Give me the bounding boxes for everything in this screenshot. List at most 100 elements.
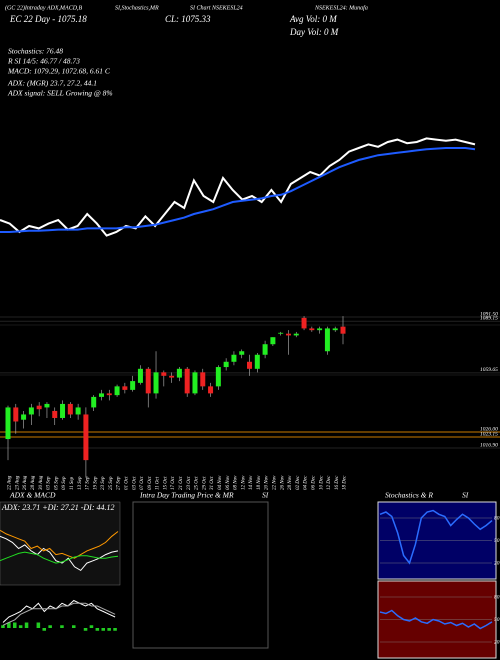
date-label: 23 Sep	[101, 476, 106, 490]
candle-body	[301, 317, 307, 329]
date-label: 19 Sep	[93, 476, 98, 490]
candle-body	[324, 328, 330, 352]
date-label: 09 Sep	[62, 476, 67, 490]
date-label: 04 Dec	[304, 475, 309, 490]
header-text: (GC 22)Intraday ADX,MACD,B	[5, 4, 83, 11]
candle-body	[208, 386, 214, 394]
price-label: 1026.00	[480, 426, 498, 432]
date-label: 26 Aug	[23, 475, 28, 490]
candle-body	[161, 372, 167, 376]
candle-body	[137, 368, 143, 383]
candle-body	[75, 407, 81, 415]
y-tick-label: 20	[494, 639, 500, 645]
series-line	[0, 535, 119, 572]
candle-body	[122, 386, 128, 390]
date-label: 12 Dec	[327, 475, 332, 490]
date-label: 06 Dec	[311, 475, 316, 490]
candle-body	[223, 361, 229, 368]
candle-body	[317, 328, 323, 331]
series-line	[0, 551, 119, 564]
histogram-bar	[83, 628, 88, 631]
histogram-bar	[12, 622, 17, 628]
header-text: NSEKESL24: Munafa	[314, 4, 368, 11]
series-line	[2, 602, 116, 626]
candle-body	[285, 333, 291, 336]
date-label: 09 Oct	[148, 476, 153, 490]
date-label: 23 Aug	[15, 475, 20, 490]
date-label: 11 Sep	[70, 476, 75, 490]
histogram-bar	[101, 628, 106, 631]
price-label: 1016.90	[480, 442, 498, 448]
histogram-bar	[7, 622, 11, 628]
series-line	[0, 147, 476, 233]
candle-body	[293, 333, 299, 336]
date-label: 17 Oct	[171, 476, 176, 490]
date-label: 25 Oct	[195, 476, 200, 490]
close-price: CL: 1075.33	[165, 14, 211, 24]
candle-body	[169, 375, 175, 378]
day-vol: Day Vol: 0 M	[289, 27, 339, 37]
day-price: EC 22 Day - 1075.18	[9, 14, 87, 24]
candle-body	[52, 410, 58, 418]
date-label: 25 Sep	[109, 476, 114, 490]
date-label: 30 Aug	[39, 475, 44, 490]
date-label: 23 Oct	[187, 476, 192, 490]
candle-body	[114, 386, 120, 396]
date-label: 14 Nov	[249, 475, 254, 490]
panel-title: ADX & MACD	[9, 491, 56, 500]
candle-body	[262, 344, 268, 355]
price-label: 1059.65	[480, 367, 498, 373]
date-label: 31 Oct	[210, 476, 215, 490]
date-label: 03 Oct	[132, 476, 137, 490]
histogram-bar	[36, 622, 41, 628]
date-label: 28 Nov	[288, 475, 293, 490]
candle-body	[145, 368, 151, 394]
candle-body	[247, 361, 253, 369]
candle-body	[13, 407, 19, 422]
candle-body	[184, 368, 190, 394]
candle-body	[60, 403, 66, 418]
y-tick-label: 20	[494, 560, 500, 566]
date-label: 04 Nov	[218, 475, 223, 490]
intraday-panel	[132, 501, 269, 649]
series-line	[2, 599, 116, 623]
indicator: ADX: (MGR) 23.7, 27.2, 44.1	[7, 79, 97, 88]
candle-body	[200, 372, 206, 387]
series-line	[379, 609, 493, 630]
date-label: 27 Sep	[117, 476, 122, 490]
candle-body	[83, 414, 89, 461]
date-label: 28 Aug	[31, 475, 36, 490]
date-label: 07 Oct	[140, 476, 145, 490]
date-label: 08 Nov	[234, 475, 239, 490]
date-label: 22 Aug	[8, 475, 13, 490]
candle-body	[192, 372, 198, 394]
histogram-bar	[107, 628, 111, 631]
panel-title: Intra Day Trading Price & MR	[139, 491, 234, 500]
candle-body	[153, 372, 159, 394]
candle-body	[278, 332, 284, 334]
histogram-bar	[95, 628, 100, 631]
candle-body	[239, 351, 245, 355]
panel	[0, 501, 121, 586]
candle-body	[91, 396, 97, 408]
date-label: 03 Sep	[47, 476, 52, 490]
date-label: 02 Dec	[296, 475, 301, 490]
candle-body	[67, 403, 73, 415]
candle-body	[21, 414, 27, 420]
candle-body	[309, 328, 315, 331]
histogram-bar	[42, 628, 47, 631]
histogram-bar	[18, 625, 23, 628]
date-label: 12 Nov	[241, 475, 246, 490]
histogram-bar	[1, 625, 5, 628]
candle-body	[332, 328, 338, 331]
avg-vol: Avg Vol: 0 M	[289, 14, 337, 24]
histogram-bar	[60, 625, 64, 628]
candle-body	[254, 354, 260, 369]
date-label: 16 Dec	[335, 475, 340, 490]
price-label: 1023.15	[480, 431, 498, 437]
histogram-bar	[113, 628, 117, 631]
candle-body	[231, 354, 237, 362]
date-label: 15 Oct	[163, 476, 168, 490]
histogram-bar	[89, 625, 94, 628]
